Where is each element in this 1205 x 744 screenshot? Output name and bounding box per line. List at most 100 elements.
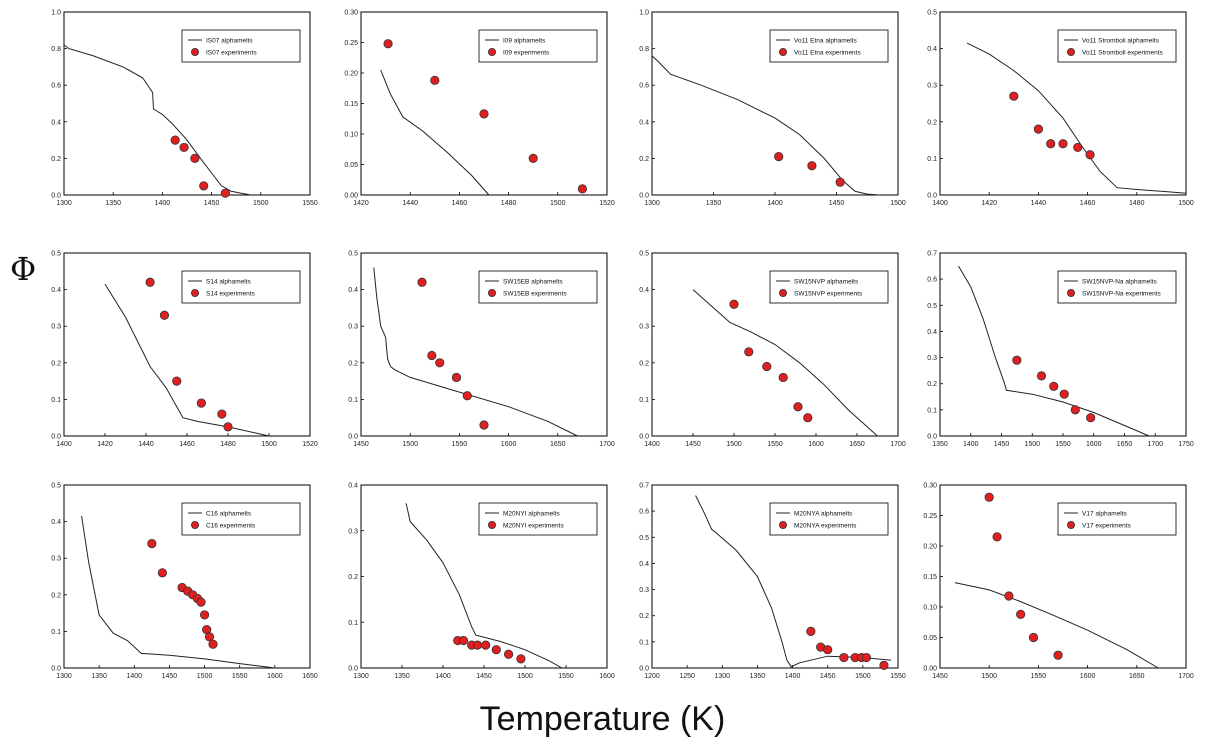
x-tick-label: 1500 [1178, 200, 1194, 207]
x-tick-label: 1550 [1031, 673, 1047, 680]
legend-label-alphamelts: I09 alphamelts [503, 38, 546, 45]
x-tick-label: 1520 [302, 441, 318, 448]
x-tick-label: 1600 [267, 673, 283, 680]
data-point-experiment [170, 135, 180, 145]
data-point-experiment [778, 372, 788, 383]
legend-label-alphamelts: Vo11 Etna alphamelts [794, 38, 858, 45]
data-point-experiment [159, 310, 170, 320]
x-tick-label: 1420 [353, 200, 369, 207]
data-point-experiment [839, 652, 849, 663]
y-tick-label: 0.3 [639, 324, 649, 331]
legend-marker-swatch [190, 288, 199, 297]
x-tick-label: 1450 [820, 673, 836, 680]
legend-box [478, 29, 598, 63]
plot-frame [63, 484, 311, 669]
series-line-alphamelts [405, 503, 563, 669]
y-tick-label: 1.0 [639, 10, 649, 17]
y-tick-label: 0.0 [639, 434, 649, 441]
x-tick-label: 1450 [932, 673, 948, 680]
legend-label-alphamelts: SW15NVP-Na alphamelts [1082, 279, 1158, 286]
x-tick-label: 1450 [476, 673, 492, 680]
legend-label-alphamelts: SW15NVP alphamelts [794, 279, 859, 286]
y-tick-label: 0.2 [639, 360, 649, 367]
y-tick-label: 0.0 [639, 193, 649, 200]
x-tick-label: 1300 [56, 673, 72, 680]
data-point-experiment [1004, 591, 1014, 601]
y-tick-label: 0.5 [51, 483, 61, 490]
legend-marker-swatch [487, 48, 496, 57]
y-tick-label: 0.5 [927, 303, 937, 310]
y-tick-label: 0.5 [639, 535, 649, 542]
y-tick-label: 0.0 [51, 193, 61, 200]
x-tick-label: 1350 [706, 200, 722, 207]
y-tick-label: 0.2 [348, 360, 358, 367]
data-point-experiment [435, 358, 445, 368]
legend-box [478, 270, 598, 304]
legend-label-experiments: Vo11 Etna experiments [794, 50, 861, 57]
y-tick-label: 0.00 [344, 193, 358, 200]
legend-box [1057, 502, 1177, 536]
legend-label-alphamelts: C16 alphamelts [206, 511, 252, 518]
legend-marker-swatch [1067, 521, 1076, 530]
legend-marker-swatch [779, 288, 788, 297]
x-tick-label: 1650 [1117, 441, 1133, 448]
y-tick-label: 0.8 [639, 46, 649, 53]
data-point-experiment [196, 398, 206, 408]
data-point-experiment [190, 153, 200, 163]
x-tick-label: 1460 [452, 200, 468, 207]
data-point-experiment [1012, 355, 1022, 365]
data-point-experiment [1028, 632, 1039, 643]
legend-box [769, 29, 889, 63]
y-tick-label: 0.4 [51, 519, 61, 526]
x-tick-label: 1700 [1178, 673, 1194, 680]
data-point-experiment [1059, 389, 1069, 399]
data-point-experiment [879, 660, 889, 670]
data-point-experiment [1053, 650, 1063, 660]
x-tick-label: 1350 [932, 441, 948, 448]
y-tick-label: 0.7 [927, 251, 937, 258]
y-tick-label: 0.4 [927, 46, 937, 53]
data-point-experiment [1009, 91, 1019, 101]
x-tick-label: 1350 [105, 200, 121, 207]
subplot-8: 1350 1400 1450 1500 1550 1600 1650 1700 1750 0.0 0… [927, 251, 1194, 449]
x-tick-label: 1300 [353, 673, 369, 680]
subplot-11: 1200 1250 1300 1350 1400 1450 1500 1550 0.0 0.1 0.… [639, 483, 906, 681]
y-tick-label: 0.4 [348, 483, 358, 490]
y-tick-label: 0.3 [639, 587, 649, 594]
data-point-experiment [491, 645, 501, 655]
y-tick-label: 0.4 [348, 287, 358, 294]
x-tick-label: 1500 [890, 200, 906, 207]
y-tick-label: 0.3 [927, 83, 937, 90]
y-axis-label: Φ [10, 250, 37, 288]
x-tick-label: 1250 [679, 673, 695, 680]
data-point-experiment [1033, 124, 1044, 134]
series-line-alphamelts [104, 283, 270, 437]
y-tick-label: 0.6 [639, 509, 649, 516]
y-tick-label: 0.00 [923, 666, 937, 673]
legend-marker-swatch [487, 288, 496, 297]
x-tick-label: 1400 [126, 673, 142, 680]
x-tick-label: 1450 [204, 200, 220, 207]
y-tick-label: 0.0 [51, 434, 61, 441]
legend-label-experiments: C16 experiments [206, 523, 256, 530]
data-point-experiment [774, 151, 784, 162]
y-tick-label: 0.2 [639, 156, 649, 163]
y-tick-label: 0.3 [51, 556, 61, 563]
y-tick-label: 0.5 [927, 10, 937, 17]
legend-box [1057, 29, 1177, 63]
data-point-experiment [516, 654, 526, 664]
data-point-experiment [417, 277, 427, 287]
x-tick-label: 1400 [155, 200, 171, 207]
y-tick-label: 0.10 [923, 605, 937, 612]
legend-label-experiments: V17 experiments [1082, 523, 1132, 530]
subplot-1: 1300 1350 1400 1450 1500 1550 0.0 0.2 0.4 0.6 0.8 1… [51, 10, 318, 208]
y-tick-label: 0.1 [51, 397, 61, 404]
legend-label-alphamelts: IS07 alphamelts [206, 38, 253, 45]
data-point-experiment [172, 376, 182, 386]
series-line-alphamelts [692, 289, 878, 437]
data-point-experiment [835, 177, 845, 187]
subplot-10: 1300 1350 1400 1450 1500 1550 1600 0.0 0.1 0.2 0.3… [348, 483, 615, 681]
y-tick-label: 0.1 [927, 156, 937, 163]
data-point-experiment [1036, 371, 1047, 381]
